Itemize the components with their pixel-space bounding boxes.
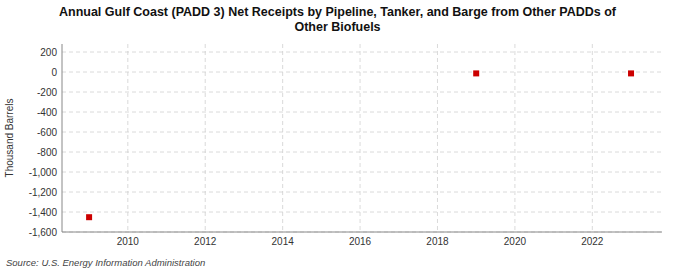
y-tick-label: -1,200 xyxy=(29,187,58,198)
grid-line xyxy=(360,44,361,232)
y-tick-label: -1,000 xyxy=(29,167,58,178)
y-tick-label: -1,600 xyxy=(29,227,58,238)
marks xyxy=(86,70,634,220)
grid-line xyxy=(62,192,662,193)
grid-line xyxy=(127,44,128,232)
grid-line xyxy=(62,72,662,73)
grid-line xyxy=(437,44,438,232)
grid-line xyxy=(205,44,206,232)
y-tick-label: -800 xyxy=(37,147,57,158)
point xyxy=(628,70,634,76)
y-axis-line xyxy=(62,44,63,232)
grid xyxy=(62,44,662,232)
x-tick-label: 2020 xyxy=(504,236,527,247)
grid-line xyxy=(62,212,662,213)
point xyxy=(86,214,92,220)
x-tick-label: 2018 xyxy=(426,236,449,247)
x-axis-line xyxy=(62,232,662,233)
y-axis-label: Thousand Barrels xyxy=(4,99,15,178)
x-tick-label: 2012 xyxy=(194,236,217,247)
title: Annual Gulf Coast (PADD 3) Net Receipts … xyxy=(59,5,617,34)
x-tick-label: 2010 xyxy=(117,236,140,247)
chart: Annual Gulf Coast (PADD 3) Net Receipts … xyxy=(0,0,675,275)
grid-line xyxy=(62,52,662,53)
x-tick-label: 2022 xyxy=(581,236,604,247)
grid-line xyxy=(62,112,662,113)
y-tick-label: -200 xyxy=(37,87,57,98)
grid-line xyxy=(62,152,662,153)
y-tick-label: -1,400 xyxy=(29,207,58,218)
y-tick-label: 200 xyxy=(40,47,57,58)
grid-line xyxy=(62,232,662,233)
grid-line xyxy=(514,44,515,232)
y-tick-label: 0 xyxy=(51,67,57,78)
y-tick-label: -400 xyxy=(37,107,57,118)
y-tick-label: -600 xyxy=(37,127,57,138)
x-tick-label: 2016 xyxy=(349,236,372,247)
title-line: Other Biofuels xyxy=(294,20,380,34)
grid-line xyxy=(62,92,662,93)
title-line: Annual Gulf Coast (PADD 3) Net Receipts … xyxy=(59,5,617,19)
grid-line xyxy=(62,172,662,173)
grid-line xyxy=(62,132,662,133)
grid-line xyxy=(282,44,283,232)
x-tick-label: 2014 xyxy=(272,236,295,247)
grid-line xyxy=(592,44,593,232)
source-note: Source: U.S. Energy Information Administ… xyxy=(6,257,205,268)
point xyxy=(473,70,479,76)
